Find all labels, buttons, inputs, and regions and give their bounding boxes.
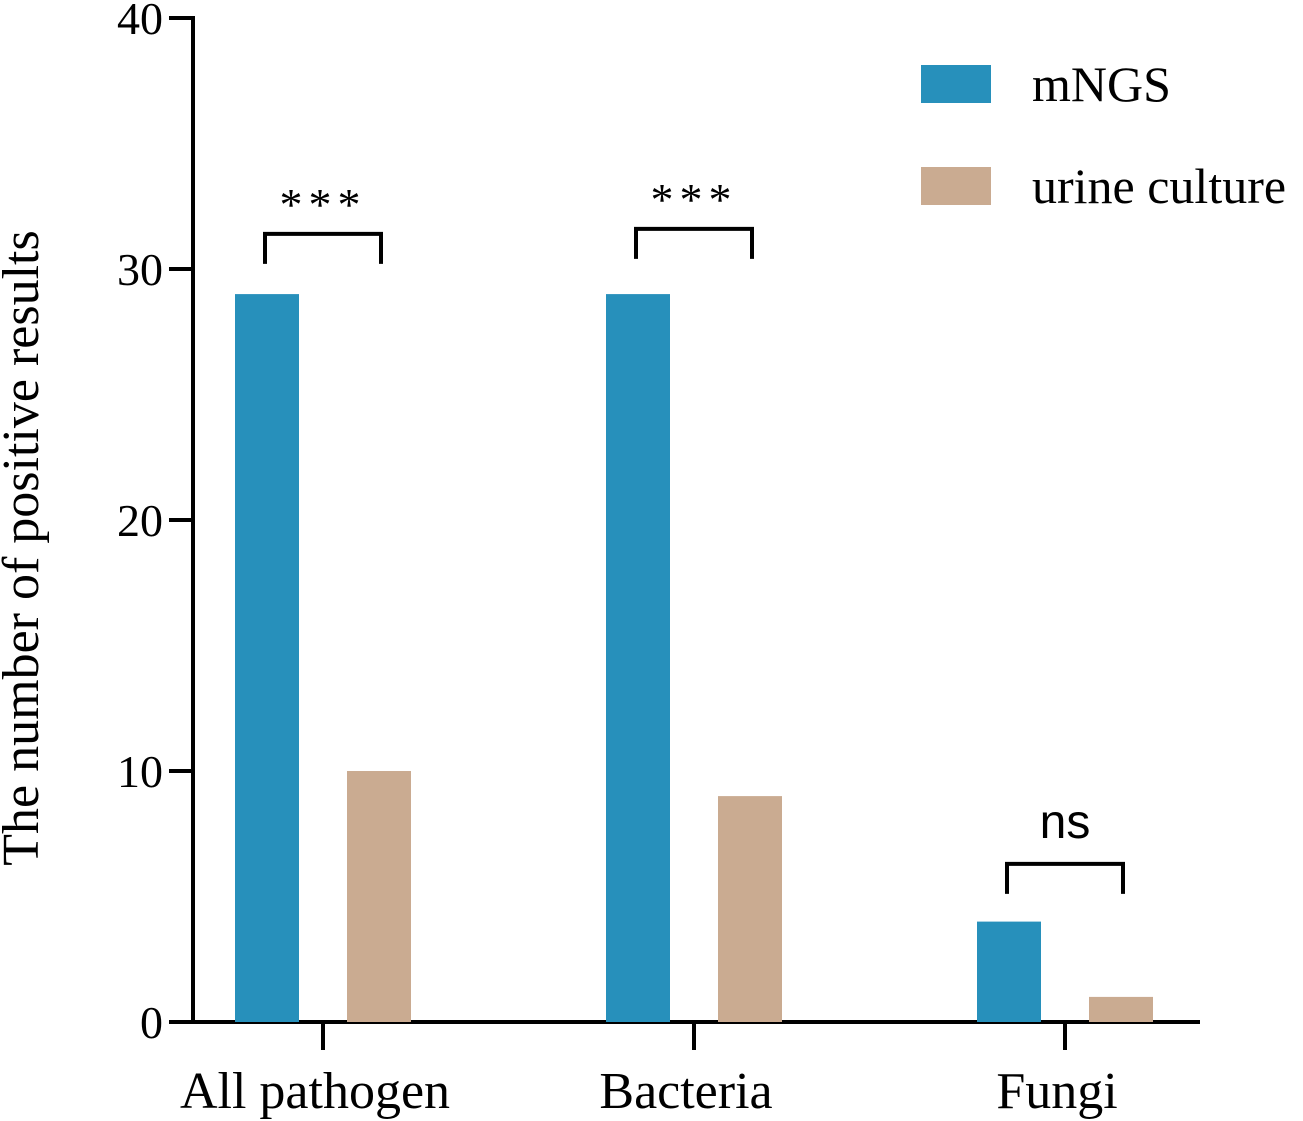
x-tick-label: Bacteria: [599, 1063, 772, 1120]
y-tick-label: 30: [117, 244, 163, 295]
bar-urine-culture-bacteria: [718, 796, 782, 1022]
legend-label: urine culture: [1032, 158, 1286, 214]
axes: 0 10 20 30 40 All pathogen Bacteria Fungi: [117, 0, 1200, 1120]
significance-bracket: [634, 226, 754, 259]
bar-mNGS-bacteria: [606, 294, 670, 1023]
significance-label: ns: [1040, 796, 1091, 849]
significance-bracket: [1005, 861, 1125, 894]
x-tick-label: All pathogen: [180, 1063, 450, 1120]
significance-label: ***: [651, 174, 738, 225]
x-tick-label: Fungi: [996, 1063, 1117, 1120]
bars: [235, 294, 1153, 1023]
y-axis-title: The number of positive results: [0, 230, 50, 865]
significance-bracket: [263, 231, 383, 264]
legend-swatch: [921, 167, 991, 205]
significance-annotations: *** *** ns: [263, 174, 1125, 894]
bar-mNGS-fungi: [977, 921, 1041, 1022]
bar-urine-culture-all-pathogen: [347, 771, 411, 1022]
legend-swatch: [921, 65, 991, 103]
bar-urine-culture-fungi: [1089, 996, 1153, 1022]
y-tick-label: 40: [117, 0, 163, 44]
legend: mNGS urine culture: [921, 56, 1286, 214]
significance-label: ***: [280, 179, 367, 230]
y-tick-label: 10: [117, 746, 163, 797]
y-tick-label: 0: [140, 997, 163, 1048]
legend-label: mNGS: [1032, 56, 1171, 112]
bar-mNGS-all-pathogen: [235, 294, 299, 1023]
y-tick-label: 20: [117, 495, 163, 546]
